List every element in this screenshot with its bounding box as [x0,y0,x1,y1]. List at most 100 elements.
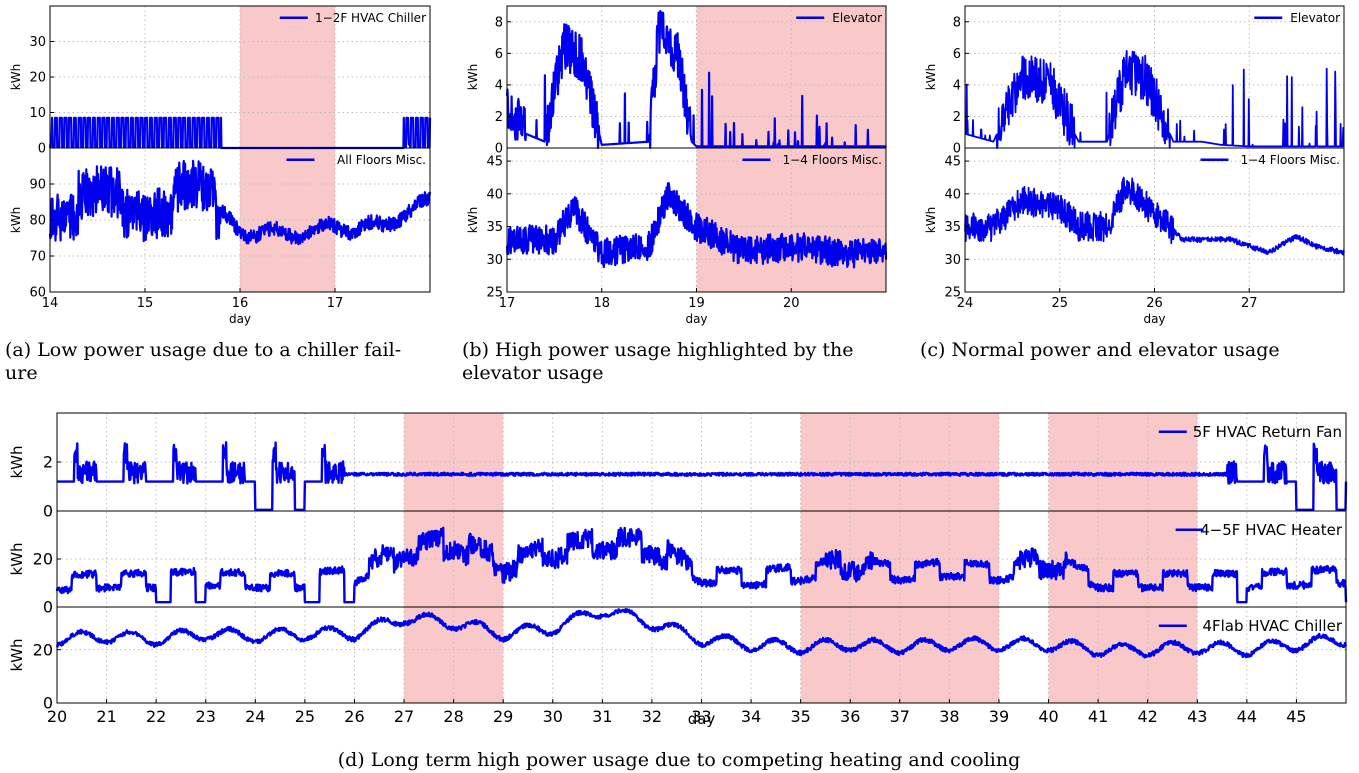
y-tick-label: 0 [953,142,961,157]
legend-label: 4−5F HVAC Heater [1200,521,1343,539]
y-tick-label: 45 [944,155,961,170]
legend-label: 4Flab HVAC Chiller [1202,617,1342,635]
series-line-1-4-floors-misc- [964,176,1345,256]
x-tick-label: 15 [137,296,154,311]
x-tick-label: 44 [1237,707,1257,726]
y-tick-label: 35 [944,220,961,235]
y-axis-label: kWh [924,64,938,90]
x-tick-label: 45 [1286,707,1306,726]
x-tick-label: 26 [1146,296,1163,311]
y-tick-label: 6 [495,47,503,62]
x-tick-label: 42 [1138,707,1158,726]
legend-label: Elevator [1290,11,1340,25]
subplot-b: 0 2 4 6 8 kWh Elevator 25 30 35 40 45 kWh 1−4 Floors … [466,5,888,326]
caption-b-line2: elevator usage [462,362,604,384]
x-tick-label: 17 [327,296,344,311]
y-axis-label: kWh [8,542,26,575]
x-axis-label: day [229,312,251,326]
y-tick-label: 2 [953,110,961,125]
y-tick-label: 90 [29,178,46,193]
highlight-band-3 [1048,413,1198,703]
x-tick-label: 22 [146,707,166,726]
subplot-a: 0 10 20 30 kWh 1−2F HVAC Chiller 60 70 80 90 kWh Al… [9,5,432,326]
x-tick-label: 19 [688,296,705,311]
y-tick-label: 25 [486,286,503,301]
caption-b-line1: (b) High power usage highlighted by the [462,339,854,361]
y-tick-label: 25 [944,286,961,301]
series-line-4-5f-hvac-heater [55,526,1348,604]
x-tick-label: 27 [1241,296,1258,311]
x-tick-label: 26 [344,707,364,726]
x-axis-label: day [1143,312,1165,326]
x-tick-label: 21 [96,707,116,726]
x-tick-label: 36 [840,707,860,726]
legend-label: 1−4 Floors Misc. [783,153,882,167]
y-tick-label: 30 [944,253,961,268]
y-tick-label: 10 [29,106,46,121]
y-tick-label: 35 [486,220,503,235]
y-tick-label: 30 [29,35,46,50]
x-tick-label: 37 [890,707,910,726]
series-line-1-4-floors-misc- [505,182,888,269]
series-line-5f-hvac-return-fan [56,441,1348,511]
y-tick-label: 20 [33,550,53,569]
x-tick-label: 25 [295,707,315,726]
x-tick-label: 40 [1038,707,1058,726]
caption-d: (d) Long term high power usage due to co… [338,749,1021,771]
y-tick-label: 70 [29,250,46,265]
y-tick-label: 2 [495,110,503,125]
legend-label: 5F HVAC Return Fan [1193,423,1342,441]
x-tick-label: 29 [493,707,513,726]
x-tick-label: 41 [1088,707,1108,726]
y-tick-label: 0 [43,694,53,713]
y-axis-label: kWh [466,64,480,90]
x-tick-label: 39 [989,707,1009,726]
series-line-elevator [964,50,1345,149]
x-axis-label: day [688,710,716,728]
x-tick-label: 28 [443,707,463,726]
x-tick-label: 43 [1187,707,1207,726]
legend-label: 1−2F HVAC Chiller [315,11,426,25]
x-tick-label: 32 [642,707,662,726]
legend-label: 1−4 Floors Misc. [1241,153,1340,167]
y-tick-label: 6 [953,47,961,62]
x-tick-label: 23 [196,707,216,726]
x-tick-label: 33 [691,707,711,726]
y-axis-label: kWh [8,638,26,671]
y-tick-label: 0 [38,142,46,157]
y-axis-label: kWh [924,207,938,233]
x-axis-label: day [685,312,707,326]
series-line-4flab-hvac-chiller [55,608,1348,659]
y-axis-label: kWh [8,445,26,478]
y-tick-label: 0 [43,598,53,617]
subplot-d: 0 2 kWh 5F HVAC Return Fan 0 20 kWh 4−5F HVAC H… [8,412,1348,728]
y-tick-label: 8 [953,15,961,30]
x-tick-label: 27 [394,707,414,726]
x-tick-label: 34 [741,707,761,726]
legend-label: All Floors Misc. [337,153,426,167]
series-line-elevator [505,10,887,150]
y-tick-label: 60 [29,286,46,301]
x-tick-label: 38 [939,707,959,726]
y-tick-label: 0 [43,502,53,521]
x-tick-label: 25 [1051,296,1068,311]
x-tick-label: 35 [790,707,810,726]
y-tick-label: 40 [486,187,503,202]
y-tick-label: 2 [43,453,53,472]
y-tick-label: 40 [944,187,961,202]
caption-c: (c) Normal power and elevator usage [920,339,1280,361]
legend-label: Elevator [832,11,882,25]
caption-a-line1: (a) Low power usage due to a chiller fai… [5,339,401,361]
x-tick-label: 31 [592,707,612,726]
x-tick-label: 17 [499,296,516,311]
y-tick-label: 30 [486,253,503,268]
x-tick-label: 16 [232,296,249,311]
x-tick-label: 24 [957,296,974,311]
x-tick-label: 20 [783,296,800,311]
y-tick-label: 0 [495,142,503,157]
y-axis-label: kWh [9,64,23,90]
y-tick-label: 8 [495,15,503,30]
x-tick-label: 30 [543,707,563,726]
y-tick-label: 45 [486,155,503,170]
